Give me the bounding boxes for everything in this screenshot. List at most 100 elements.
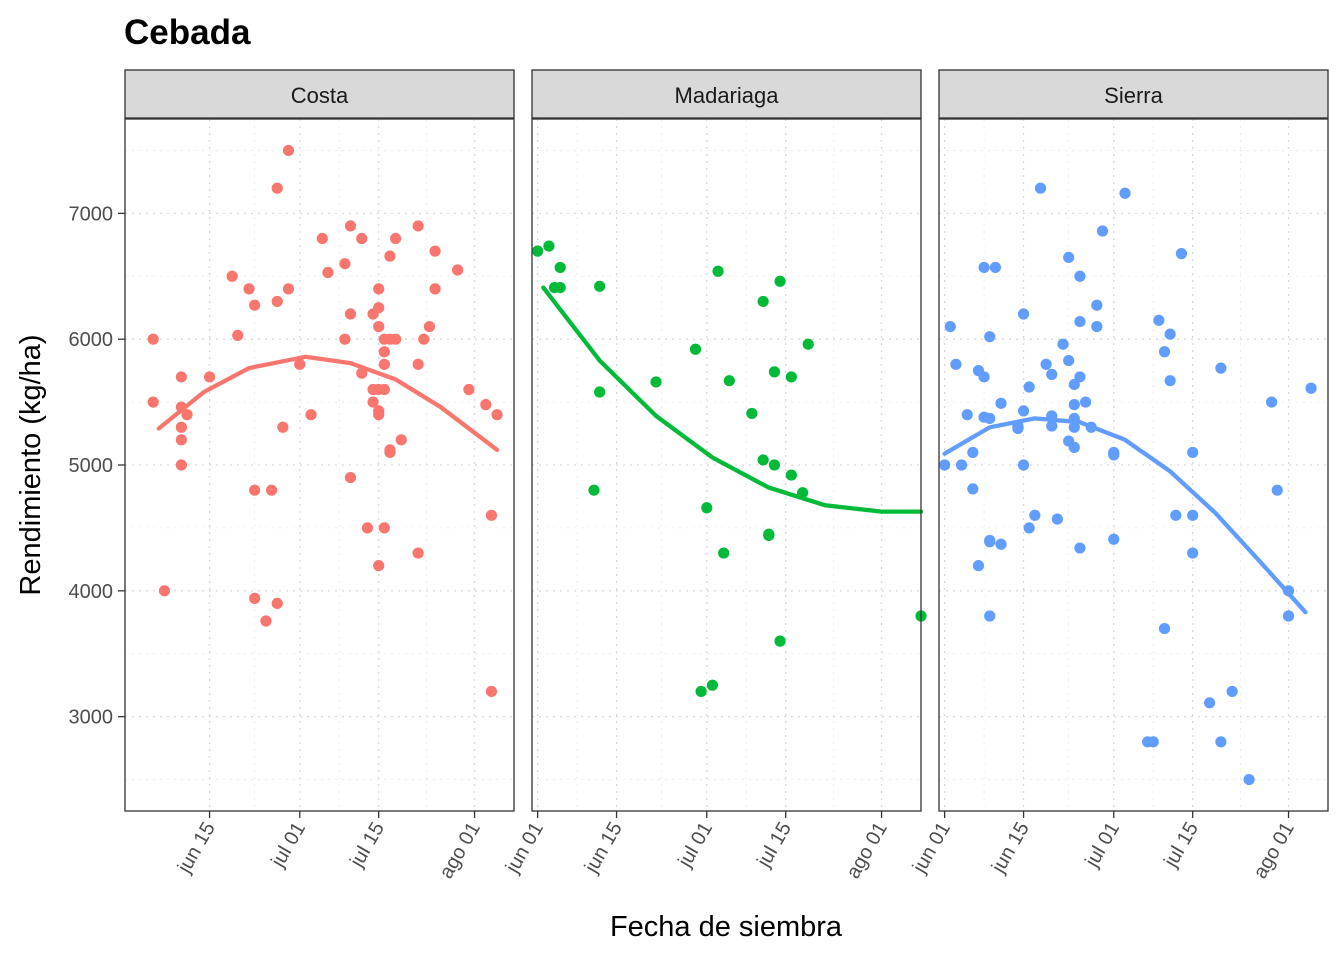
data-point — [1175, 248, 1188, 260]
data-point — [147, 333, 159, 345]
data-point — [706, 679, 719, 691]
data-point — [757, 454, 769, 466]
data-point — [995, 397, 1007, 409]
data-point — [1108, 533, 1120, 545]
facet-strip — [531, 69, 922, 119]
data-point — [249, 299, 261, 311]
y-tick-label: 5000 — [69, 455, 114, 477]
data-point — [1215, 362, 1227, 374]
x-axis: jun 01 jun 15 jul 01 jul 15 ago 01 — [501, 811, 892, 882]
data-point — [1096, 225, 1109, 237]
x-tick-label: jul 01 — [1081, 819, 1124, 872]
data-point — [984, 536, 996, 548]
x-tick-label: jul 15 — [346, 819, 389, 872]
data-point — [485, 509, 498, 521]
data-point — [1158, 622, 1171, 635]
data-point — [271, 597, 283, 610]
series-points — [532, 240, 927, 698]
data-point — [955, 459, 968, 471]
data-point — [1108, 449, 1120, 461]
data-point — [768, 366, 781, 378]
data-point — [939, 459, 951, 471]
data-point — [373, 283, 385, 295]
data-point — [373, 560, 385, 572]
data-point — [249, 484, 261, 496]
data-point — [1243, 773, 1255, 786]
data-point — [429, 283, 441, 295]
data-point — [344, 308, 357, 320]
data-point — [588, 484, 600, 496]
data-point — [1164, 328, 1176, 340]
data-point — [746, 407, 758, 420]
facet-strip — [938, 69, 1329, 119]
data-point — [802, 338, 814, 350]
data-point — [1017, 308, 1030, 320]
data-point — [265, 484, 278, 496]
x-axis: jun 01 jun 15 jul 01 jul 15 ago 01 — [908, 811, 1299, 882]
data-point — [294, 358, 306, 370]
facet-strip — [124, 69, 515, 119]
data-point — [339, 258, 351, 270]
data-point — [412, 358, 424, 370]
data-point — [689, 343, 702, 355]
data-point — [1074, 371, 1086, 383]
data-point — [1271, 484, 1283, 496]
series-points — [147, 144, 503, 698]
data-point — [356, 232, 368, 245]
data-point — [543, 240, 555, 252]
data-point — [1215, 736, 1227, 748]
data-point — [763, 529, 775, 542]
data-point — [1040, 358, 1052, 370]
x-axis: jun 15 jul 01 jul 15 ago 01 — [173, 811, 485, 882]
data-point — [594, 386, 606, 398]
data-point — [175, 421, 187, 433]
data-point — [1051, 513, 1063, 525]
data-point — [978, 371, 990, 383]
data-point — [344, 220, 357, 232]
x-tick-label: ago 01 — [842, 819, 892, 883]
data-point — [718, 547, 730, 559]
data-point — [984, 331, 996, 343]
data-point — [701, 502, 713, 514]
data-point — [1079, 396, 1092, 408]
data-point — [226, 270, 238, 282]
data-point — [1153, 314, 1165, 326]
data-point — [1074, 270, 1086, 282]
data-point — [972, 560, 985, 572]
data-point — [271, 182, 283, 194]
data-point — [1266, 396, 1278, 408]
panel-sierra: Sierra jun 01 jun 15 jul 01 jul 15 ago 01 — [908, 69, 1329, 882]
x-tick-label: jul 15 — [753, 819, 796, 872]
x-tick-label: jun 01 — [908, 819, 955, 878]
data-point — [260, 615, 272, 627]
panel-madariaga: Madariaga jun 01 jun 15 jul 01 jul 15 ago 01 — [501, 69, 927, 882]
data-point — [1068, 441, 1080, 453]
data-point — [243, 283, 255, 295]
facet-label: Madariaga — [675, 83, 780, 108]
data-point — [339, 333, 351, 345]
facet-label: Sierra — [1104, 83, 1163, 108]
data-point — [271, 295, 283, 308]
y-tick-label: 3000 — [69, 707, 114, 729]
panel-border — [531, 118, 922, 812]
data-point — [995, 538, 1007, 550]
facet-label: Costa — [291, 83, 349, 108]
data-point — [429, 245, 441, 257]
data-point — [594, 280, 606, 292]
data-point — [232, 329, 244, 342]
data-point — [378, 383, 390, 396]
data-point — [390, 333, 402, 345]
y-tick-label: 7000 — [69, 203, 114, 225]
data-point — [1063, 251, 1075, 263]
data-point — [768, 459, 781, 471]
data-point — [1074, 542, 1086, 554]
data-point — [418, 333, 430, 345]
data-point — [1158, 346, 1171, 358]
data-point — [384, 250, 396, 262]
data-point — [423, 321, 436, 333]
data-point — [1034, 182, 1047, 194]
data-point — [944, 321, 956, 333]
data-point — [950, 358, 962, 370]
data-point — [452, 264, 464, 276]
x-tick-label: ago 01 — [1249, 819, 1299, 883]
